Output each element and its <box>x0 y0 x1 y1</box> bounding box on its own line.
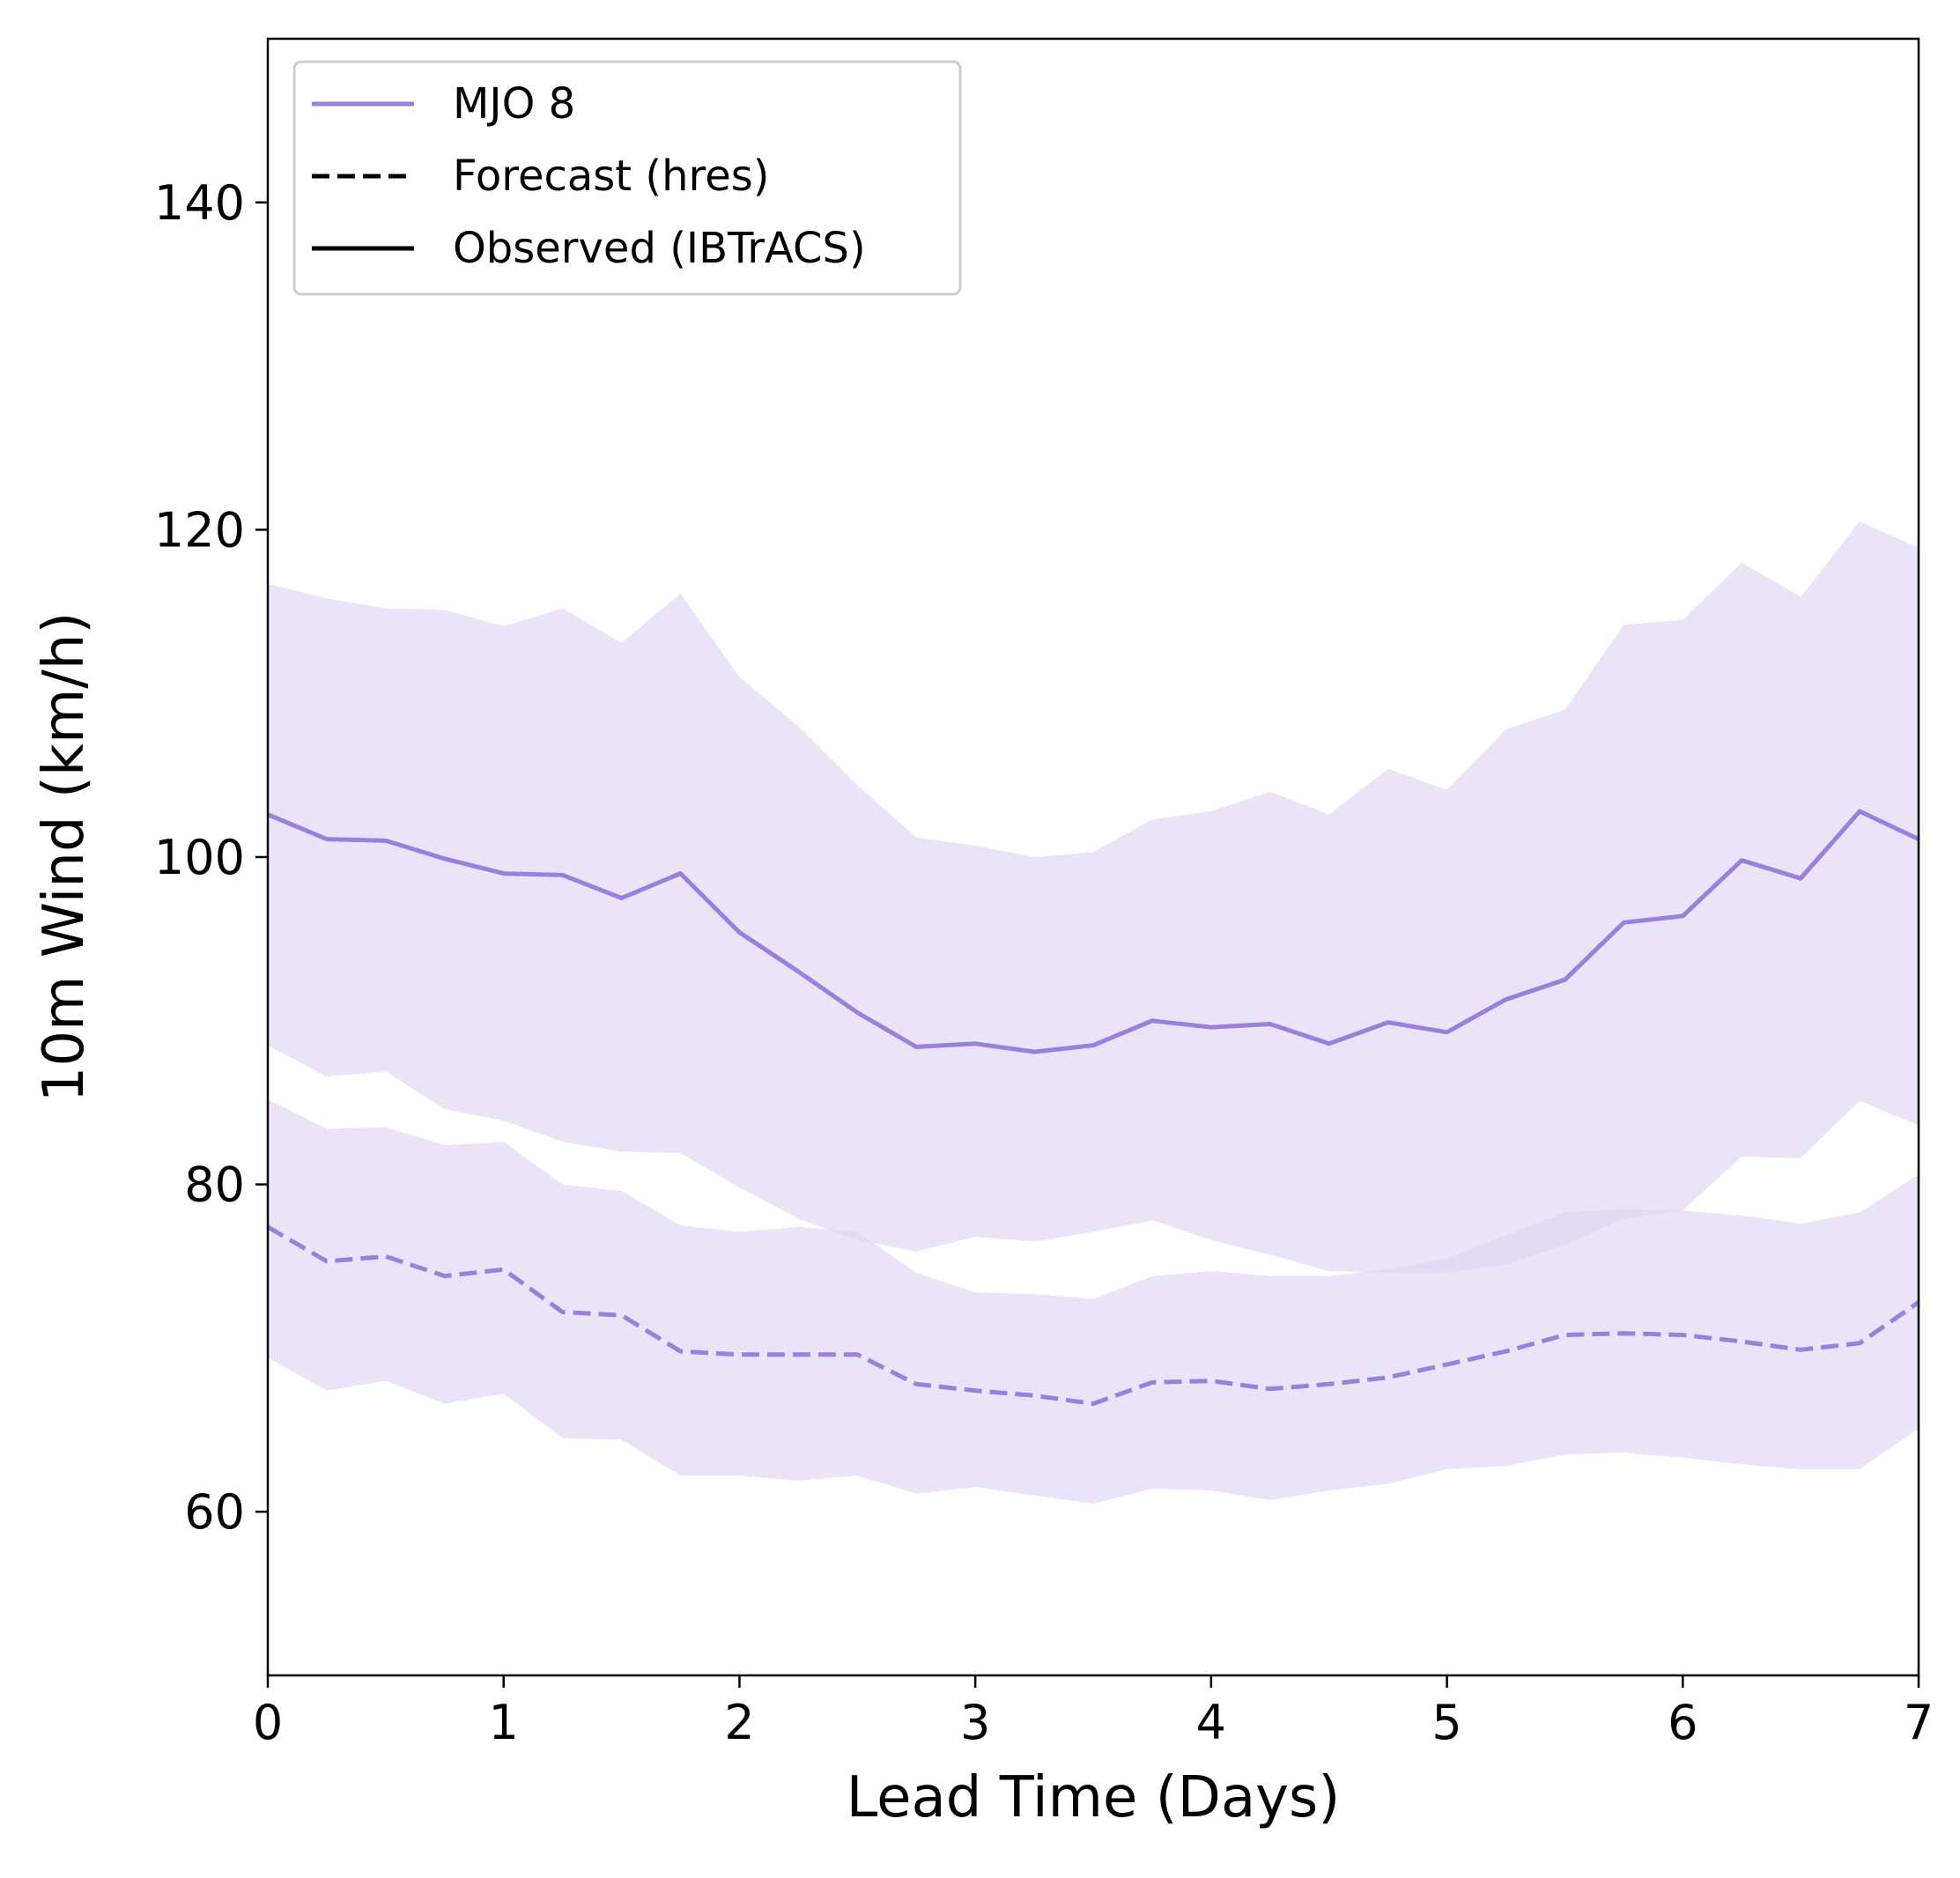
legend-label: Observed (IBTrACS) <box>453 224 866 273</box>
y-tick-label: 140 <box>154 175 245 231</box>
x-tick-label: 5 <box>1431 1695 1461 1750</box>
y-tick-label: 60 <box>184 1484 245 1540</box>
line-forecast <box>266 1224 1920 1407</box>
legend-label: Forecast (hres) <box>453 152 769 201</box>
legend: MJO 8 Forecast (hres) Observed (IBTrACS) <box>292 60 962 296</box>
y-tick-label: 120 <box>154 502 245 558</box>
x-tick-label: 3 <box>960 1695 990 1750</box>
x-tick-label: 1 <box>489 1695 519 1750</box>
line-observed <box>267 809 1920 1054</box>
band-observed <box>268 521 1919 1273</box>
y-tick-label: 80 <box>184 1157 245 1213</box>
legend-label: MJO 8 <box>453 79 575 129</box>
band-forecast <box>268 1099 1919 1504</box>
x-tick-label: 6 <box>1668 1695 1697 1750</box>
x-tick-label: 4 <box>1196 1695 1226 1750</box>
x-tick-label: 0 <box>253 1695 283 1750</box>
x-axis: 0 1 2 3 4 5 6 7 <box>253 1675 1934 1750</box>
y-tick-label: 100 <box>154 830 245 885</box>
series-lines <box>266 809 1920 1407</box>
x-tick-label: 7 <box>1904 1695 1934 1750</box>
confidence-bands <box>268 521 1919 1504</box>
legend-box <box>292 60 962 296</box>
y-axis-label: 10m Wind (km/h) <box>32 612 97 1103</box>
x-tick-label: 2 <box>724 1695 754 1750</box>
y-axis: 60 80 100 120 140 <box>154 175 268 1540</box>
x-axis-label: Lead Time (Days) <box>847 1765 1341 1830</box>
